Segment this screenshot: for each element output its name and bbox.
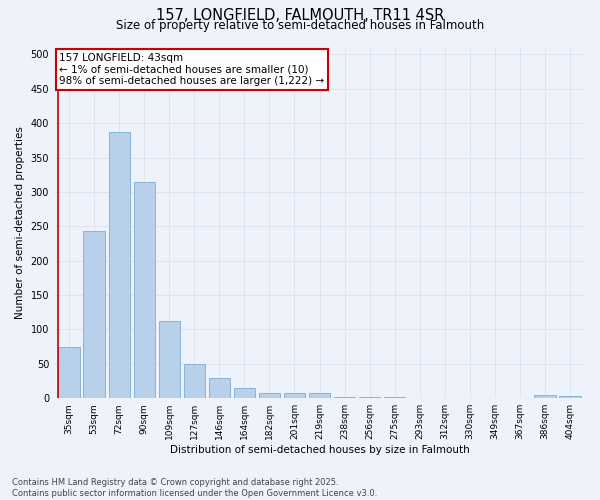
- Text: Contains HM Land Registry data © Crown copyright and database right 2025.
Contai: Contains HM Land Registry data © Crown c…: [12, 478, 377, 498]
- Bar: [109, 132, 130, 398]
- Y-axis label: Number of semi-detached properties: Number of semi-detached properties: [15, 126, 25, 320]
- Bar: [534, 395, 556, 398]
- Bar: [134, 182, 155, 398]
- Bar: [559, 396, 581, 398]
- Bar: [158, 320, 180, 398]
- Bar: [334, 397, 355, 398]
- Bar: [359, 397, 380, 398]
- Bar: [58, 348, 80, 398]
- X-axis label: Distribution of semi-detached houses by size in Falmouth: Distribution of semi-detached houses by …: [170, 445, 469, 455]
- Text: Size of property relative to semi-detached houses in Falmouth: Size of property relative to semi-detach…: [116, 18, 484, 32]
- Text: 157 LONGFIELD: 43sqm
← 1% of semi-detached houses are smaller (10)
98% of semi-d: 157 LONGFIELD: 43sqm ← 1% of semi-detach…: [59, 53, 325, 86]
- Text: 157, LONGFIELD, FALMOUTH, TR11 4SR: 157, LONGFIELD, FALMOUTH, TR11 4SR: [156, 8, 444, 22]
- Bar: [209, 378, 230, 398]
- Bar: [284, 392, 305, 398]
- Bar: [309, 392, 330, 398]
- Bar: [234, 388, 255, 398]
- Bar: [384, 397, 406, 398]
- Bar: [184, 364, 205, 398]
- Bar: [83, 231, 105, 398]
- Bar: [259, 392, 280, 398]
